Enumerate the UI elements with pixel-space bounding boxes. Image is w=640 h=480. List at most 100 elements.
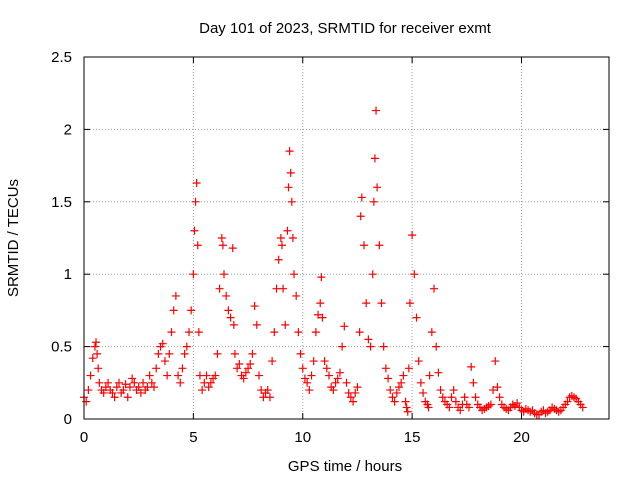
data-point bbox=[211, 371, 220, 380]
data-point bbox=[128, 374, 137, 383]
data-point bbox=[469, 378, 478, 387]
data-point bbox=[165, 349, 174, 358]
data-point bbox=[233, 364, 242, 373]
data-point bbox=[108, 388, 117, 397]
data-point bbox=[342, 378, 351, 387]
data-point bbox=[296, 349, 305, 358]
data-point bbox=[489, 386, 498, 395]
data-point bbox=[220, 270, 228, 279]
data-point bbox=[447, 393, 456, 402]
data-point bbox=[314, 310, 323, 319]
x-tick-label: 5 bbox=[189, 429, 197, 446]
data-point bbox=[281, 320, 290, 329]
data-point bbox=[230, 349, 239, 358]
data-point bbox=[318, 313, 327, 322]
data-point bbox=[370, 154, 379, 163]
data-point bbox=[362, 299, 371, 308]
data-point bbox=[217, 234, 226, 242]
data-point bbox=[263, 386, 272, 395]
data-point bbox=[410, 270, 419, 279]
data-point bbox=[317, 273, 326, 282]
data-point bbox=[322, 364, 331, 373]
data-point bbox=[309, 357, 318, 366]
data-point bbox=[353, 383, 362, 392]
data-point bbox=[224, 306, 233, 315]
data-point bbox=[93, 349, 102, 358]
data-point bbox=[372, 106, 381, 115]
data-point bbox=[178, 364, 187, 373]
data-point bbox=[86, 371, 95, 380]
data-point bbox=[405, 299, 414, 308]
data-point bbox=[226, 313, 235, 322]
data-point bbox=[110, 393, 119, 402]
data-point bbox=[284, 183, 293, 192]
data-point bbox=[283, 226, 292, 235]
y-tick-label: 1 bbox=[64, 266, 72, 283]
data-point bbox=[357, 193, 366, 202]
grid-lines bbox=[84, 57, 609, 419]
data-point bbox=[270, 328, 279, 337]
data-point bbox=[495, 393, 504, 402]
data-point bbox=[298, 364, 307, 373]
data-point bbox=[395, 383, 403, 392]
data-point bbox=[130, 378, 139, 387]
data-point bbox=[390, 397, 399, 406]
data-point bbox=[125, 383, 134, 392]
data-point bbox=[311, 328, 320, 337]
data-point bbox=[268, 357, 277, 366]
data-point bbox=[285, 147, 294, 156]
data-point bbox=[338, 342, 347, 351]
data-point bbox=[493, 383, 502, 392]
data-point bbox=[467, 362, 476, 371]
data-point bbox=[171, 291, 180, 300]
data-point bbox=[316, 299, 325, 308]
data-point bbox=[364, 335, 373, 344]
data-point bbox=[356, 212, 365, 221]
data-point bbox=[169, 306, 178, 315]
data-point bbox=[388, 393, 397, 402]
x-tick-label: 20 bbox=[513, 429, 530, 446]
data-point bbox=[154, 349, 163, 358]
data-point bbox=[419, 388, 428, 397]
data-point bbox=[325, 371, 333, 380]
y-tick-label: 0.5 bbox=[51, 339, 72, 356]
data-point bbox=[265, 393, 274, 402]
data-point bbox=[189, 270, 198, 279]
data-point bbox=[104, 378, 113, 387]
data-point bbox=[121, 380, 130, 389]
data-point bbox=[349, 397, 358, 406]
data-point bbox=[294, 328, 303, 337]
data-point bbox=[392, 388, 401, 397]
data-point bbox=[228, 244, 237, 253]
data-point bbox=[250, 302, 259, 311]
y-tick-label: 2.5 bbox=[51, 49, 72, 66]
data-point bbox=[95, 378, 104, 387]
data-point bbox=[185, 328, 193, 337]
data-point bbox=[430, 284, 438, 293]
data-point bbox=[486, 400, 495, 409]
data-point bbox=[460, 393, 469, 402]
data-point bbox=[90, 342, 99, 351]
chart-title: Day 101 of 2023, SRMTID for receiver exm… bbox=[199, 20, 492, 37]
data-point bbox=[213, 349, 222, 358]
data-point bbox=[377, 299, 386, 308]
data-point bbox=[167, 328, 176, 337]
data-point bbox=[351, 388, 360, 397]
data-point bbox=[403, 407, 412, 416]
data-point bbox=[229, 320, 238, 329]
data-point bbox=[578, 403, 587, 412]
data-point bbox=[194, 328, 203, 337]
data-point bbox=[414, 357, 423, 366]
data-point bbox=[241, 368, 250, 377]
x-ticks: 0 5 10 15 20 bbox=[80, 57, 530, 446]
data-point bbox=[331, 378, 340, 387]
data-point bbox=[570, 393, 578, 402]
data-point bbox=[204, 383, 213, 392]
data-point bbox=[150, 383, 158, 392]
y-ticks: 0 0.5 1 1.5 2 2.5 bbox=[51, 49, 609, 428]
data-point bbox=[218, 241, 227, 250]
data-point bbox=[84, 386, 93, 395]
data-point bbox=[139, 378, 148, 387]
data-point bbox=[384, 374, 393, 383]
